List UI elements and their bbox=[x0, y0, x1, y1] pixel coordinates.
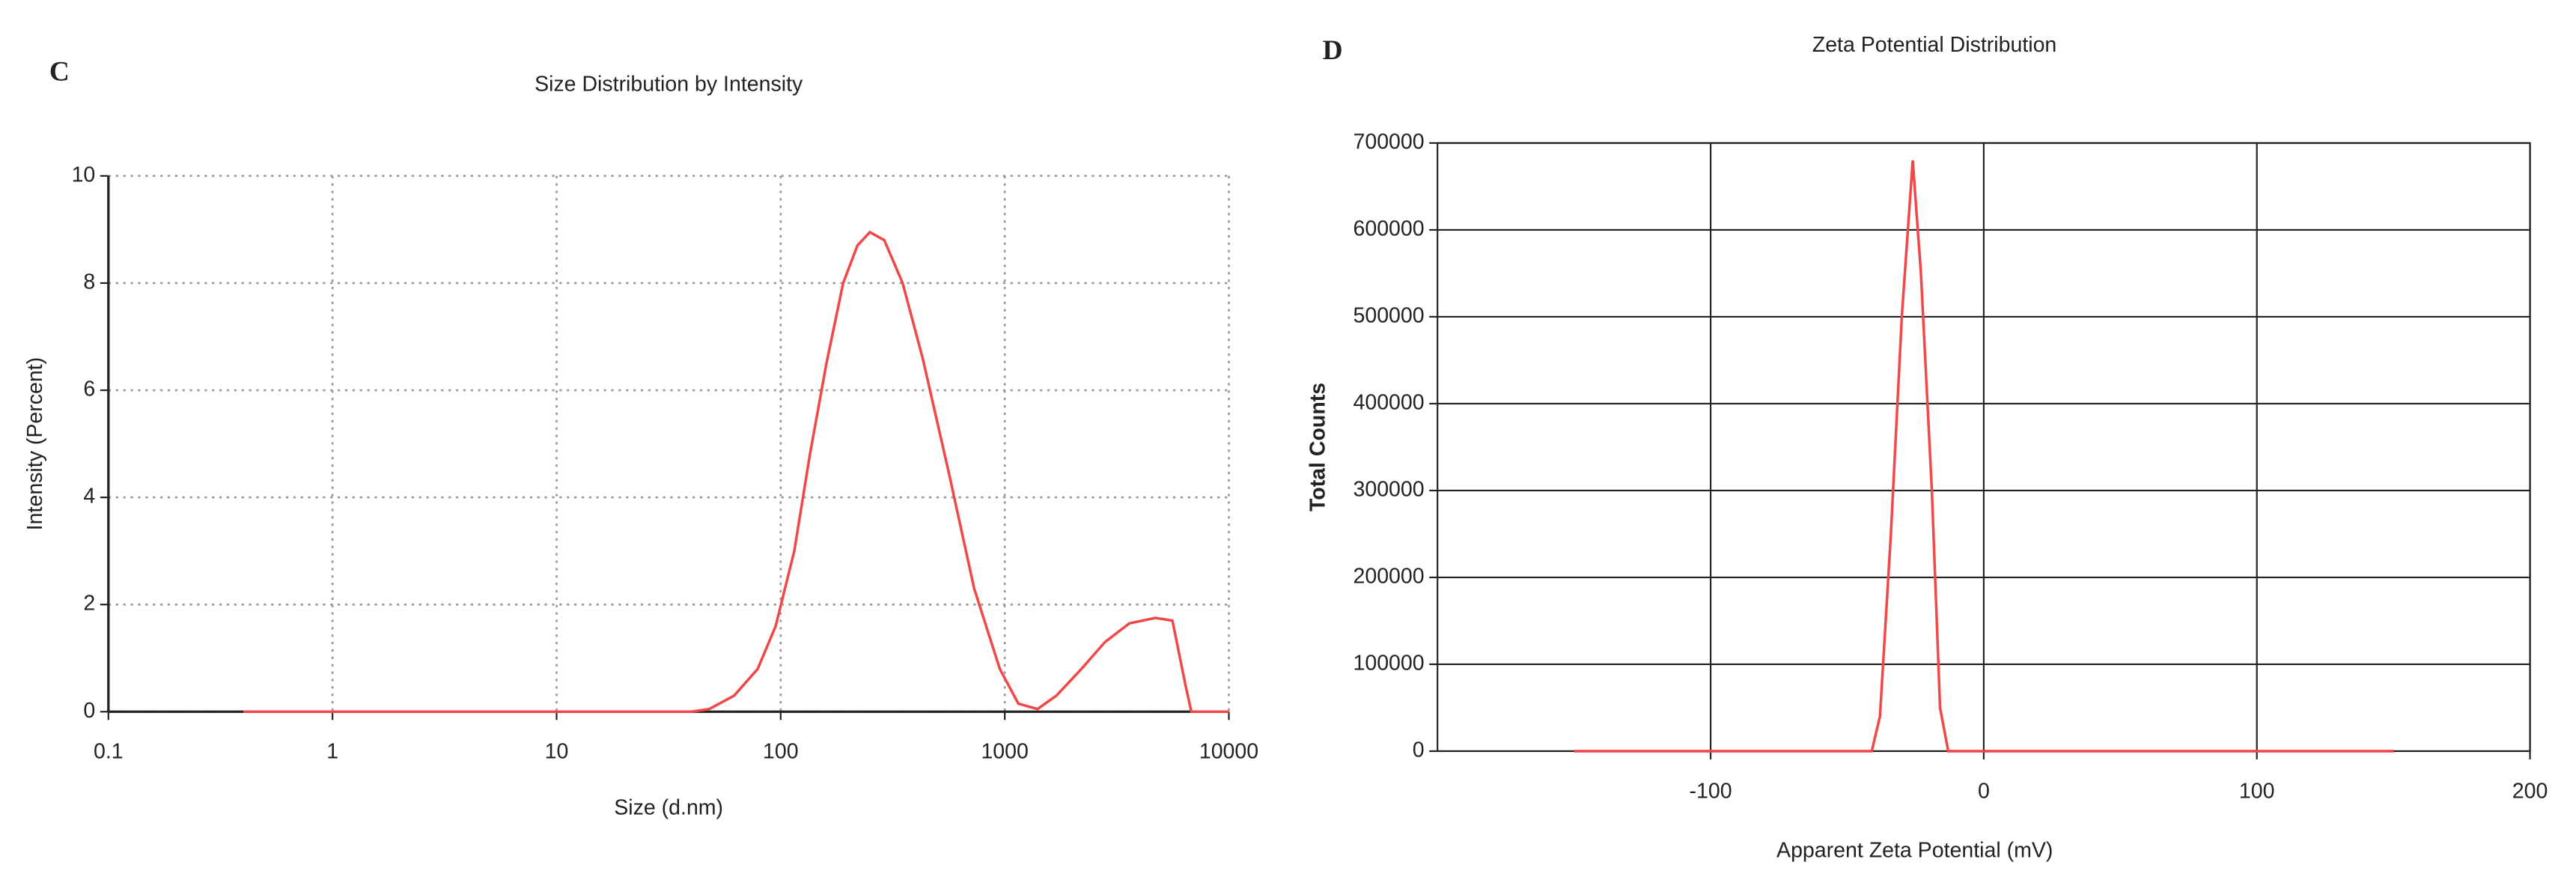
y-tick-label: 0 bbox=[83, 699, 95, 723]
panel-label: C bbox=[49, 56, 70, 87]
chart-title: Zeta Potential Distribution bbox=[1812, 33, 2057, 57]
y-axis-label: Total Counts bbox=[1306, 383, 1330, 512]
y-tick-label: 300000 bbox=[1353, 477, 1424, 501]
y-tick-label: 6 bbox=[83, 377, 95, 401]
y-axis-label: Intensity (Percent) bbox=[23, 357, 47, 530]
x-tick-label: 100 bbox=[2239, 779, 2275, 803]
y-tick-label: 500000 bbox=[1353, 303, 1424, 327]
x-tick-label: 1000 bbox=[981, 740, 1028, 764]
x-tick-label: 0 bbox=[1978, 779, 1990, 803]
panel-label: D bbox=[1323, 35, 1343, 66]
x-axis-label: Size (d.nm) bbox=[614, 795, 723, 819]
y-tick-label: 700000 bbox=[1353, 130, 1424, 154]
data-line bbox=[243, 230, 1229, 714]
y-tick-label: 2 bbox=[83, 592, 95, 616]
y-tick-label: 0 bbox=[1413, 738, 1425, 762]
x-tick-label: 200 bbox=[2512, 779, 2548, 803]
x-tick-label: 1 bbox=[326, 740, 338, 764]
y-tick-label: 100000 bbox=[1353, 651, 1424, 675]
y-tick-label: 400000 bbox=[1353, 390, 1424, 414]
x-tick-label: -100 bbox=[1690, 779, 1732, 803]
y-tick-label: 600000 bbox=[1353, 216, 1424, 240]
x-tick-label: 10 bbox=[545, 740, 569, 764]
y-tick-label: 10 bbox=[72, 163, 96, 186]
x-axis-label: Apparent Zeta Potential (mV) bbox=[1776, 838, 2053, 862]
y-tick-label: 4 bbox=[83, 485, 95, 509]
x-tick-label: 10000 bbox=[1199, 740, 1258, 764]
x-tick-label: 0.1 bbox=[94, 740, 124, 764]
y-tick-label: 200000 bbox=[1353, 564, 1424, 588]
data-line bbox=[1574, 160, 2394, 753]
x-tick-label: 100 bbox=[763, 740, 799, 764]
chart-title: Size Distribution by Intensity bbox=[535, 73, 803, 97]
y-tick-label: 8 bbox=[83, 270, 95, 294]
